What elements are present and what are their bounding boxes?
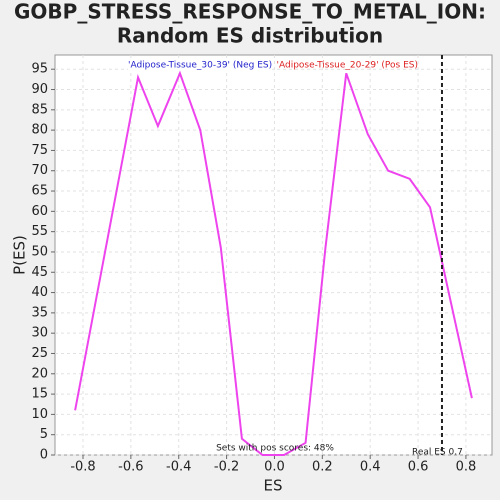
y-tick-label: 75 <box>31 143 48 158</box>
chart-title: GOBP_STRESS_RESPONSE_TO_METAL_ION: <box>14 0 486 24</box>
y-tick-label: 60 <box>31 204 48 219</box>
legend-entry: 'Adipose-Tissue_30-39' (Neg ES) <box>128 61 272 71</box>
y-tick-label: 10 <box>31 407 48 422</box>
x-axis-label: ES <box>264 477 283 495</box>
legend-background <box>128 60 273 71</box>
annotation: Sets with pos scores: 48% <box>216 444 334 454</box>
x-tick-label: 0.8 <box>456 460 477 475</box>
chart-subtitle: Random ES distribution <box>117 24 383 48</box>
x-tick-label: 0.6 <box>408 460 429 475</box>
y-tick-label: 25 <box>31 346 48 361</box>
y-axis-label: P(ES) <box>11 235 29 275</box>
y-tick-label: 45 <box>31 265 48 280</box>
line-series <box>74 70 473 456</box>
y-tick-label: 50 <box>31 244 48 259</box>
y-tick-label: 20 <box>31 366 48 381</box>
y-tick-label: 15 <box>31 387 48 402</box>
y-tick-label: 0 <box>40 448 48 463</box>
x-tick-label: -0.2 <box>214 460 239 475</box>
plot-area <box>54 54 493 456</box>
y-tick-label: 35 <box>31 305 48 320</box>
x-tick-label: -0.8 <box>70 460 95 475</box>
y-tick-label: 65 <box>31 184 48 199</box>
x-tick-label: -0.4 <box>166 460 191 475</box>
y-tick-label: 95 <box>31 62 48 77</box>
y-tick-label: 40 <box>31 285 48 300</box>
y-tick-label: 90 <box>31 82 48 97</box>
y-tick-label: 80 <box>31 123 48 138</box>
y-tick-label: 70 <box>31 163 48 178</box>
y-tick-label: 55 <box>31 224 48 239</box>
real-es-label: Real ES 0.7 <box>412 448 463 458</box>
x-tick-label: 0.2 <box>312 460 333 475</box>
y-tick-label: 85 <box>31 102 48 117</box>
y-tick-label: 30 <box>31 326 48 341</box>
legend-entry: 'Adipose-Tissue_20-29' (Pos ES) <box>277 61 418 71</box>
x-tick-label: 0.0 <box>264 460 285 475</box>
x-tick-label: -0.6 <box>118 460 143 475</box>
y-tick-label: 5 <box>40 427 48 442</box>
x-tick-label: 0.4 <box>360 460 381 475</box>
